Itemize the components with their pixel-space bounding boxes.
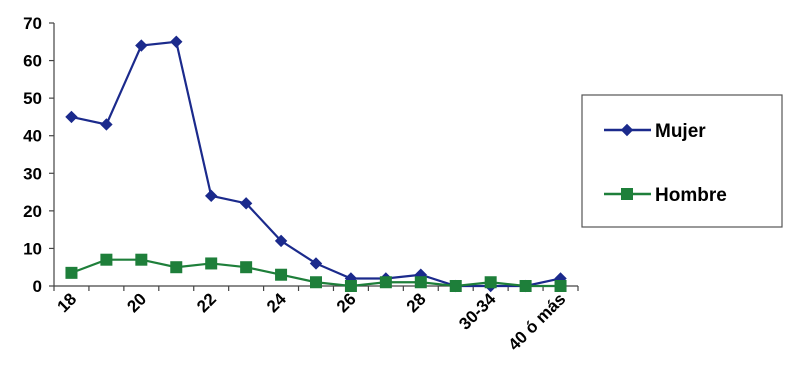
x-tick-label: 18 bbox=[53, 289, 80, 316]
series-mujer bbox=[65, 35, 567, 293]
data-point-hombre bbox=[484, 276, 497, 289]
x-tick-label: 30-34 bbox=[455, 289, 500, 334]
data-point-mujer bbox=[204, 189, 218, 203]
data-point-hombre bbox=[414, 276, 427, 289]
data-point-hombre bbox=[275, 268, 288, 281]
data-point-hombre bbox=[554, 280, 567, 292]
x-tick-label: 24 bbox=[263, 289, 290, 316]
legend-box bbox=[581, 94, 783, 228]
y-tick-label: 20 bbox=[23, 202, 42, 221]
data-point-hombre bbox=[170, 261, 183, 274]
y-tick-label: 70 bbox=[23, 14, 42, 33]
x-tick-label: 20 bbox=[123, 289, 150, 316]
y-axis-ticks: 0 10 20 30 40 50 60 70 bbox=[23, 14, 54, 296]
x-tick-label: 28 bbox=[403, 289, 430, 316]
y-tick-label: 0 bbox=[33, 277, 42, 296]
data-point-hombre bbox=[100, 253, 113, 266]
data-point-mujer bbox=[135, 39, 148, 52]
series-line-mujer bbox=[71, 40, 561, 288]
x-tick-label: 22 bbox=[193, 289, 220, 316]
legend-entry-hombre: Hombre bbox=[604, 185, 727, 206]
x-axis-ticks: 18 20 22 24 26 28 30-34 40 ó más bbox=[53, 286, 579, 354]
data-point-hombre bbox=[135, 253, 148, 266]
series-layer bbox=[65, 35, 567, 293]
chart-axes bbox=[53, 23, 578, 287]
x-tick-label: 40 ó más bbox=[504, 289, 569, 354]
legend-marker bbox=[620, 123, 634, 137]
data-point-hombre bbox=[344, 280, 357, 292]
data-point-hombre bbox=[205, 257, 218, 270]
data-point-mujer bbox=[309, 257, 323, 270]
legend: Mujer Hombre bbox=[581, 94, 783, 228]
series-hombre bbox=[65, 253, 567, 292]
legend-label: Hombre bbox=[655, 185, 727, 206]
data-point-hombre bbox=[240, 261, 253, 274]
data-point-mujer bbox=[65, 110, 78, 124]
data-point-hombre bbox=[449, 280, 462, 292]
data-point-mujer bbox=[100, 118, 113, 131]
data-point-hombre bbox=[310, 276, 322, 289]
data-point-mujer bbox=[239, 197, 253, 210]
data-point-mujer bbox=[170, 35, 183, 48]
legend-entry-mujer: Mujer bbox=[604, 121, 706, 142]
x-tick-label: 26 bbox=[333, 289, 360, 316]
y-tick-label: 30 bbox=[23, 164, 42, 183]
y-tick-label: 10 bbox=[23, 239, 42, 258]
legend-label: Mujer bbox=[655, 121, 706, 142]
data-point-hombre bbox=[65, 266, 78, 279]
legend-marker bbox=[621, 188, 633, 200]
data-point-hombre bbox=[519, 280, 532, 292]
data-point-mujer bbox=[274, 234, 288, 248]
data-point-hombre bbox=[379, 276, 392, 289]
y-tick-label: 40 bbox=[23, 127, 42, 146]
y-tick-label: 60 bbox=[23, 52, 42, 71]
y-tick-label: 50 bbox=[23, 89, 42, 108]
